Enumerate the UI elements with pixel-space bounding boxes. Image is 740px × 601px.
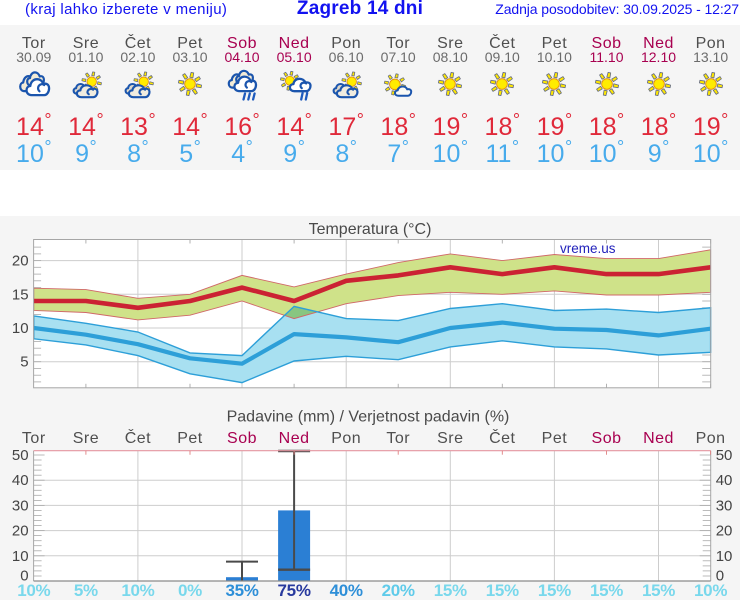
svg-text:50: 50 [12, 447, 29, 464]
svg-text:Padavine (mm) / Verjetnost pad: Padavine (mm) / Verjetnost padavin (%) [227, 409, 510, 426]
svg-text:Pon: Pon [331, 430, 361, 447]
svg-text:Temperatura (°C): Temperatura (°C) [309, 221, 432, 238]
svg-text:Ned: Ned [643, 430, 674, 447]
svg-text:15: 15 [12, 286, 29, 303]
svg-text:50: 50 [716, 447, 733, 464]
svg-text:Sre: Sre [73, 430, 99, 447]
svg-text:Ned: Ned [279, 430, 310, 447]
svg-text:Sob: Sob [592, 430, 622, 447]
svg-text:Sre: Sre [437, 430, 463, 447]
svg-text:40: 40 [12, 472, 29, 489]
svg-text:Pet: Pet [542, 430, 568, 447]
svg-text:40: 40 [716, 472, 733, 489]
svg-text:20: 20 [12, 523, 29, 540]
svg-text:Čet: Čet [489, 428, 515, 447]
svg-text:Sob: Sob [227, 430, 257, 447]
svg-text:0: 0 [716, 568, 724, 585]
svg-text:20: 20 [716, 523, 733, 540]
svg-text:Čet: Čet [125, 428, 151, 447]
svg-text:30: 30 [12, 497, 29, 514]
svg-text:20: 20 [12, 253, 29, 270]
svg-text:Pet: Pet [177, 430, 203, 447]
svg-text:Tor: Tor [22, 430, 46, 447]
svg-text:5: 5 [20, 354, 28, 371]
svg-text:10: 10 [716, 548, 733, 565]
svg-text:30: 30 [716, 497, 733, 514]
svg-text:10: 10 [12, 320, 29, 337]
svg-text:vreme.us: vreme.us [560, 241, 616, 256]
svg-text:0: 0 [20, 568, 28, 585]
svg-text:Tor: Tor [386, 430, 410, 447]
svg-text:10: 10 [12, 548, 29, 565]
svg-text:Pon: Pon [696, 430, 726, 447]
